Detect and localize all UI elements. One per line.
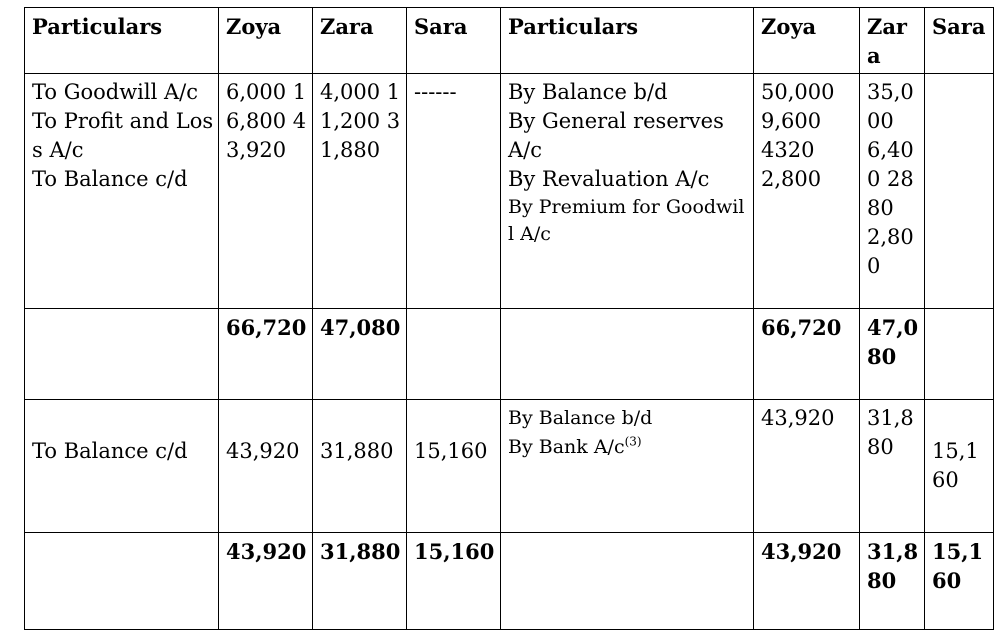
header-sara-right: Sara	[924, 7, 994, 74]
right-zara-amounts: 35,000 6,400 2880 2,800	[859, 73, 925, 309]
particular-balance-cd: To Balance c/d	[32, 167, 188, 191]
particular-revaluation: By Revaluation A/c	[508, 167, 710, 191]
final-left-sara-total: 15,160	[406, 532, 501, 630]
left-zoya-value-2: 43,920	[226, 439, 300, 463]
right-zoya-total: 66,720	[753, 308, 860, 400]
ledger-row-entries: To Goodwill A/c To Profit and Loss A/c T…	[24, 73, 994, 309]
particular-balance-cd-2: To Balance c/d	[32, 439, 188, 463]
capital-account-table: Particulars Zoya Zara Sara Particulars Z…	[24, 7, 994, 630]
left-sara-total	[406, 308, 501, 400]
header-particulars-right: Particulars	[500, 7, 754, 74]
particular-bank-label: By Bank A/c	[508, 436, 625, 458]
left-zoya-amounts: 6,000 16,800 43,920	[218, 73, 313, 309]
left-zara-amount-2: 31,880	[312, 399, 407, 533]
header-row: Particulars Zoya Zara Sara Particulars Z…	[24, 7, 994, 74]
header-zoya-right: Zoya	[753, 7, 860, 74]
particular-bank: By Bank A/c(3)	[508, 433, 749, 462]
left-zara-value-2: 31,880	[320, 439, 394, 463]
final-right-zoya-total: 43,920	[753, 532, 860, 630]
total-label-left	[24, 308, 219, 400]
right-particulars-cell: By Balance b/d By General reserves A/c B…	[500, 73, 754, 309]
final-right-zara-total: 31,880	[859, 532, 925, 630]
header-particulars-left: Particulars	[24, 7, 219, 74]
right-zoya-amounts: 50,000 9,600 4320 2,800	[753, 73, 860, 309]
ledger-row-totals: 66,720 47,080 66,720 47,080	[24, 308, 994, 400]
right-zoya-amount-4: 2,800	[761, 167, 822, 191]
right-zoya-amount-3: 4320	[761, 138, 815, 162]
left-zoya-amount-2: 43,920	[218, 399, 313, 533]
right-sara-amount-2: 15,160	[924, 399, 994, 533]
final-left-zara-total: 31,880	[312, 532, 407, 630]
right-zoya-amount-1: 50,000	[761, 80, 835, 104]
left-zoya-total: 66,720	[218, 308, 313, 400]
final-right-sara-total: 15,160	[924, 532, 994, 630]
left-sara-value-2: 15,160	[414, 439, 488, 463]
total-label-right	[500, 308, 754, 400]
header-zara-left: Zara	[312, 7, 407, 74]
left-particulars-cell: To Goodwill A/c To Profit and Loss A/c T…	[24, 73, 219, 309]
header-sara-left: Sara	[406, 7, 501, 74]
left-sara-amount-2: 15,160	[406, 399, 501, 533]
left-particulars-cell-2: To Balance c/d	[24, 399, 219, 533]
particular-balance-bd-2: By Balance b/d	[508, 407, 653, 429]
left-sara-amounts: ------	[406, 73, 501, 309]
header-zara-right: Zara	[859, 7, 925, 74]
left-zara-amounts: 4,000 11,200 31,880	[312, 73, 407, 309]
final-total-label-left	[24, 532, 219, 630]
left-zara-total: 47,080	[312, 308, 407, 400]
right-zoya-amount-2: 9,600	[761, 109, 822, 133]
right-particulars-cell-2: By Balance b/d By Bank A/c(3)	[500, 399, 754, 533]
final-total-label-right	[500, 532, 754, 630]
right-zara-amount-2: 31,880	[859, 399, 925, 533]
right-sara-total	[924, 308, 994, 400]
particular-profit-loss: To Profit and Loss A/c	[32, 109, 214, 162]
ledger-row-final-totals: 43,920 31,880 15,160 43,920 31,880 15,16…	[24, 532, 994, 630]
particular-balance-bd: By Balance b/d	[508, 80, 668, 104]
particular-goodwill: To Goodwill A/c	[32, 80, 199, 104]
final-left-zoya-total: 43,920	[218, 532, 313, 630]
particular-premium-goodwill: By Premium for Goodwill A/c	[508, 196, 745, 245]
right-sara-value-2: 15,160	[932, 439, 979, 492]
ledger-row-new-balances: To Balance c/d 43,920 31,880 15,160 By B…	[24, 399, 994, 533]
particular-bank-note: (3)	[624, 434, 642, 449]
header-zoya-left: Zoya	[218, 7, 313, 74]
right-zara-total: 47,080	[859, 308, 925, 400]
right-sara-amounts	[924, 73, 994, 309]
particular-general-reserves: By General reserves A/c	[508, 109, 731, 162]
right-zoya-amount-2: 43,920	[753, 399, 860, 533]
